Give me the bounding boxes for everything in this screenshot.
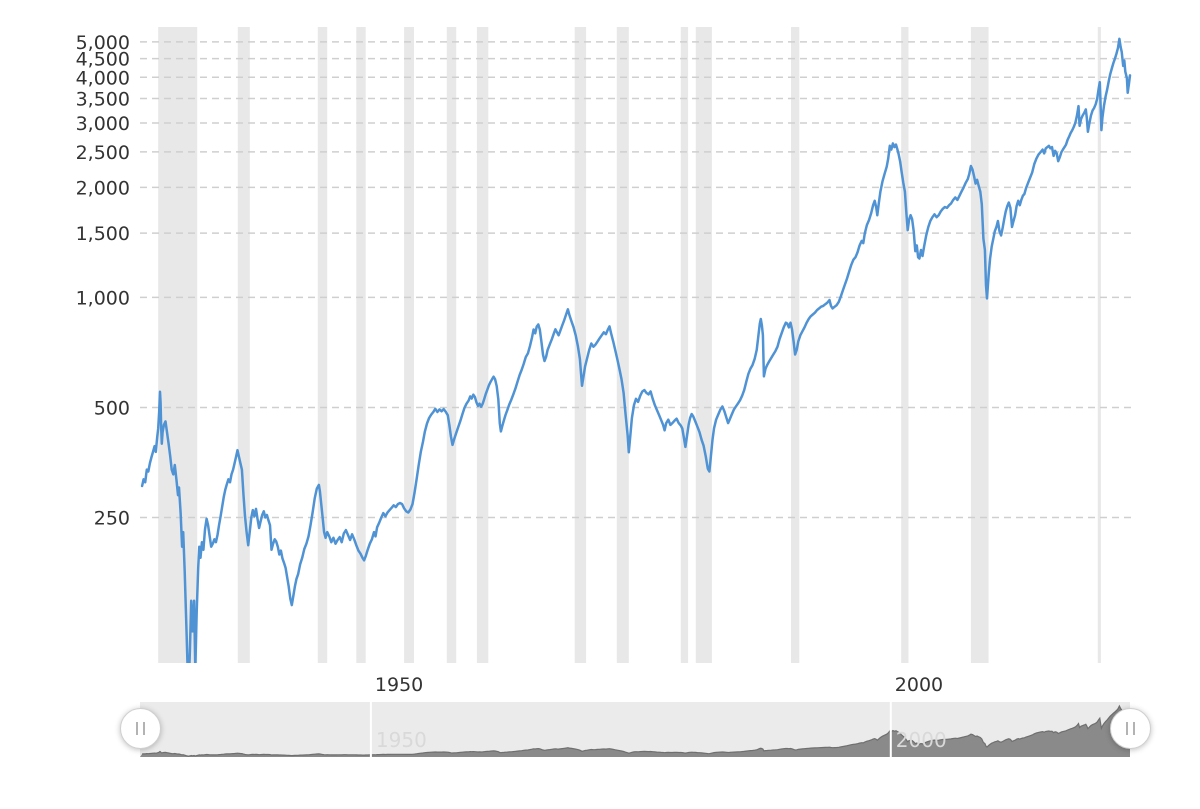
recession-band: [317, 27, 328, 663]
y-axis-label: 1,000: [76, 287, 130, 309]
recession-band: [901, 27, 909, 663]
recession-band: [616, 27, 629, 663]
navigator-year-label: 1950: [376, 728, 427, 752]
y-gridlines: [140, 41, 1135, 519]
recession-band: [356, 27, 366, 663]
price-line: [140, 37, 1132, 663]
y-axis-label: 1,500: [76, 223, 130, 245]
y-axis-label: 500: [94, 398, 130, 420]
y-axis-label: 250: [94, 508, 130, 530]
recession-band: [574, 27, 587, 663]
recession-band: [446, 27, 457, 663]
recession-band: [476, 27, 489, 663]
navigator-area[interactable]: [140, 706, 1130, 757]
navigator-area-edge: [142, 704, 1131, 757]
navigator-year-gridline: [889, 702, 892, 757]
recession-band: [404, 27, 414, 663]
x-axis-label: 2000: [895, 674, 943, 696]
y-axis-label: 2,000: [76, 177, 130, 199]
recession-bands: [158, 27, 1101, 663]
recession-band: [158, 27, 198, 663]
y-axis-label: 3,000: [76, 113, 130, 135]
recession-band: [695, 27, 712, 663]
y-axis-label: 4,500: [76, 49, 130, 71]
navigator-year-gridline: [369, 702, 372, 757]
recession-band: [237, 27, 250, 663]
y-axis-label: 3,500: [76, 89, 130, 111]
recession-band: [1097, 27, 1101, 663]
y-axis-label: 2,500: [76, 142, 130, 164]
drag-grip-icon: [1126, 722, 1135, 735]
navigator-handle-left[interactable]: [120, 708, 161, 749]
drag-grip-icon: [136, 722, 145, 735]
y-axis-label: 4,000: [76, 67, 130, 89]
x-axis-label: 1950: [375, 674, 423, 696]
navigator-handle-right[interactable]: [1110, 708, 1151, 749]
navigator-year-label: 2000: [896, 728, 947, 752]
y-axis-label: 5,000: [76, 32, 130, 54]
x-axis-labels: 1950 2000: [375, 674, 943, 696]
recession-band: [970, 27, 989, 663]
recession-band: [680, 27, 689, 663]
